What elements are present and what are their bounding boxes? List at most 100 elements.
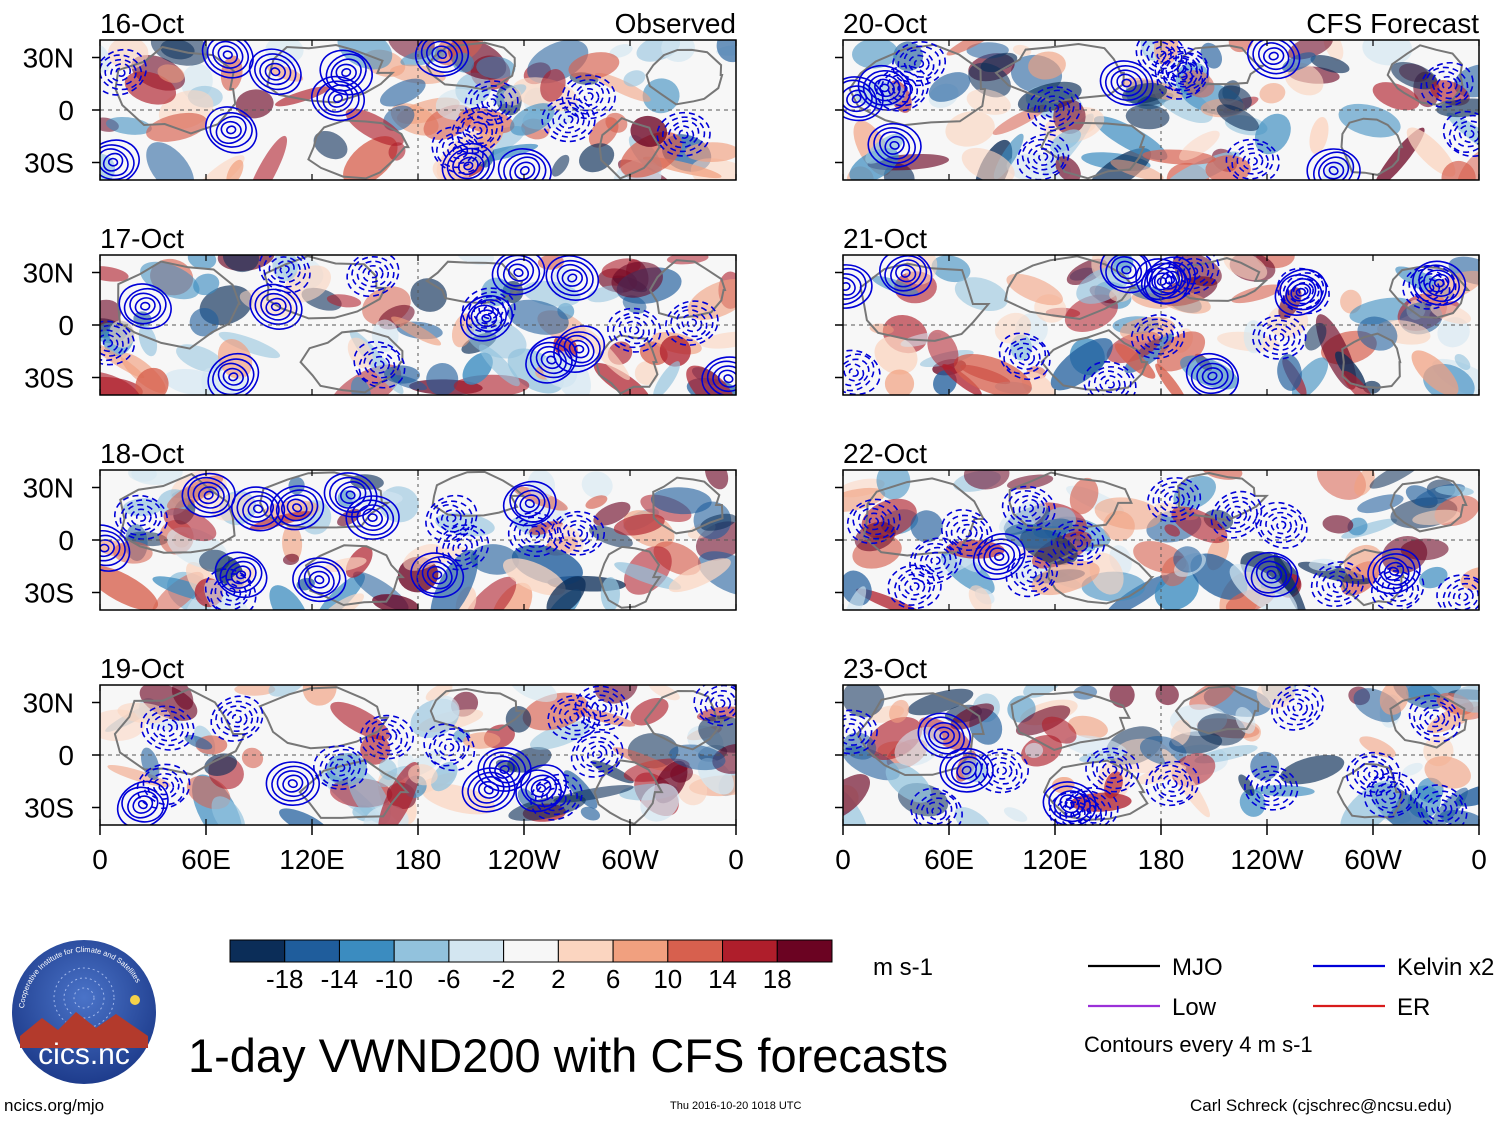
anomaly-cell — [623, 70, 646, 87]
anomaly-cell — [235, 89, 274, 119]
anomaly-cell — [166, 475, 224, 510]
anomaly-cell — [128, 470, 157, 482]
anomaly-cell — [1309, 116, 1329, 155]
anomaly-cell — [378, 762, 420, 825]
panel-date-label: 23-Oct — [843, 653, 927, 684]
x-tick-label: 0 — [1471, 844, 1487, 875]
anomaly-cell — [894, 726, 944, 767]
contour-legend: MJO Kelvin x2 Low ER Contours every 4 m s-1 — [1084, 954, 1494, 1057]
anomaly-cell — [108, 40, 149, 70]
anomaly-cell — [1338, 103, 1401, 138]
anomaly-cell — [961, 147, 1015, 180]
anomaly-cell — [124, 71, 177, 105]
anomaly-cell — [476, 56, 516, 79]
panel-23-oct: 23-Oct — [835, 653, 1480, 826]
colorbar-tick-label: -10 — [375, 964, 413, 994]
anomaly-cell — [400, 48, 447, 67]
kelvin-contours — [843, 40, 1479, 180]
kelvin-contours — [100, 40, 711, 180]
anomaly-cell — [588, 117, 619, 148]
anomaly-cell — [507, 299, 569, 335]
anomaly-cell — [234, 685, 276, 696]
anomaly-cell — [705, 470, 729, 490]
anomaly-cell — [330, 701, 391, 741]
panel-date-label: 21-Oct — [843, 223, 927, 254]
anomaly-cell — [1359, 736, 1396, 758]
anomaly-cell — [1070, 792, 1132, 812]
anomaly-cell — [1218, 85, 1252, 112]
anomaly-cell — [600, 577, 621, 610]
footer-author[interactable]: Carl Schreck (cjschrec@ncsu.edu) — [1190, 1096, 1452, 1115]
y-tick-label: 0 — [58, 95, 74, 126]
anomaly-cell — [246, 135, 288, 180]
anomaly-cell — [928, 72, 971, 102]
x-tick-label: 180 — [1138, 844, 1185, 875]
anomaly-cell — [384, 365, 420, 384]
anomaly-cell — [1114, 343, 1156, 379]
anomaly-cell — [1316, 470, 1367, 500]
colorbar-tick-label: -18 — [266, 964, 304, 994]
anomaly-cell — [222, 255, 260, 273]
anomaly-cell — [1446, 112, 1479, 159]
footer-url[interactable]: ncics.org/mjo — [4, 1096, 105, 1115]
anomaly-cell — [1323, 40, 1344, 61]
anomaly-cell — [193, 273, 220, 296]
colorbar-swatch — [612, 939, 669, 963]
anomaly-cell — [1050, 338, 1113, 391]
colorbar-swatch — [776, 939, 833, 963]
anomaly-cell — [1243, 320, 1264, 354]
panel-date-label: 22-Oct — [843, 438, 927, 469]
colorbar-units: m s-1 — [873, 954, 933, 981]
x-tick-label: 60W — [601, 844, 659, 875]
anomaly-cell — [668, 558, 731, 593]
x-tick-label: 120W — [1230, 844, 1304, 875]
anomaly-cell — [953, 353, 1032, 395]
anomaly-cell — [994, 312, 1032, 344]
anomaly-cell — [876, 470, 911, 500]
anomaly-cell — [226, 159, 244, 180]
panel-19-oct: 30N 0 30S 19-Oct — [23, 653, 737, 826]
anomaly-cell — [425, 685, 453, 702]
anomaly-cell — [379, 78, 426, 107]
anomaly-cell — [1412, 509, 1462, 526]
cics-logo[interactable]: Cooperative Institute for Climate and Sa… — [10, 938, 158, 1086]
anomaly-cell — [1310, 55, 1350, 74]
anomaly-cell — [1379, 685, 1409, 715]
anomaly-cell — [1342, 370, 1374, 395]
colorbar-swatch — [393, 939, 450, 963]
anomaly-cell — [927, 329, 959, 370]
x-tick-label: 120E — [1022, 844, 1087, 875]
anomaly-cell — [324, 557, 367, 572]
anomaly-cell — [614, 562, 682, 590]
colorbar-swatch — [338, 939, 395, 963]
anomaly-cell — [360, 734, 391, 765]
anomaly-cell — [546, 576, 586, 610]
anomaly-cell — [388, 142, 406, 161]
anomaly-cell — [968, 585, 992, 610]
anomaly-cell — [146, 142, 195, 180]
anomaly-cell — [509, 685, 558, 702]
kelvin-contours — [116, 685, 736, 825]
anomaly-cell — [843, 774, 871, 821]
panel-date-label: 16-Oct — [100, 8, 184, 39]
anomaly-cell — [869, 323, 894, 335]
y-tick-label: 30N — [23, 258, 74, 289]
anomaly-cell — [613, 513, 665, 536]
anomaly-cell — [1322, 515, 1354, 534]
x-tick-label: 60E — [924, 844, 974, 875]
anomaly-cell — [1441, 160, 1476, 180]
anomaly-cell — [843, 685, 885, 718]
anomaly-cell — [669, 744, 726, 771]
logo-spiral-icon — [53, 967, 115, 1029]
mountains-icon — [20, 1012, 148, 1048]
footer-timestamp: Thu 2016-10-20 1018 UTC — [670, 1100, 802, 1112]
anomaly-cell — [1267, 304, 1309, 338]
anomaly-cell — [634, 361, 659, 385]
anomaly-cell — [527, 470, 555, 500]
anomaly-cell — [542, 352, 578, 388]
kelvin-contours — [100, 255, 736, 395]
anomaly-cell — [337, 508, 361, 527]
anomaly-cell — [343, 136, 398, 180]
anomaly-cell — [593, 501, 631, 526]
anomaly-cell — [391, 316, 442, 346]
